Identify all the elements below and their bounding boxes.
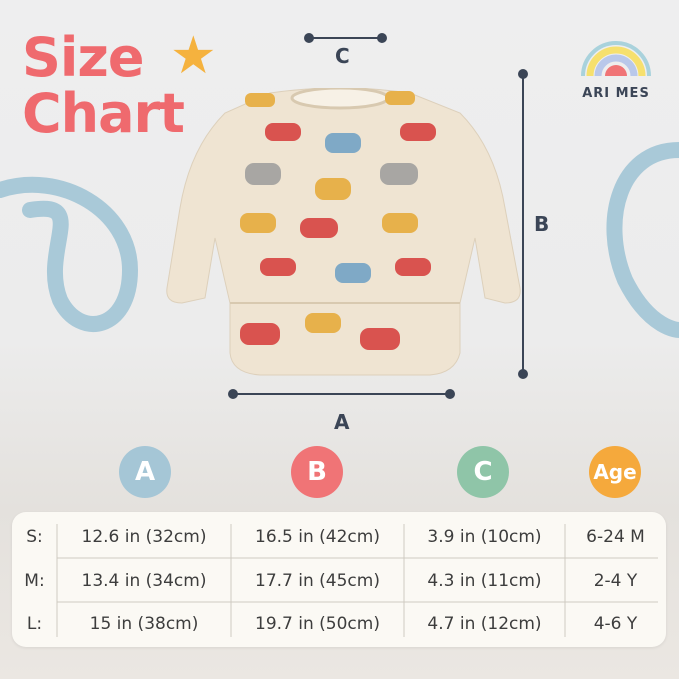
column-a-badge: A [119,446,171,498]
bib-garment-image [166,88,521,376]
title-line1: Size [22,26,144,89]
table-row: M: 13.4 in (34cm) 17.7 in (45cm) 4.3 in … [12,558,666,603]
right-swirl [606,142,679,338]
dimension-b-label: B [534,212,550,236]
cell-age: 2-4 Y [593,570,638,591]
column-age-badge: Age [589,446,641,498]
table-row: S: 12.6 in (32cm) 16.5 in (42cm) 3.9 in … [12,514,666,559]
column-b-badge: B [291,446,343,498]
size-label: L: [26,613,43,634]
star-icon: ★ [170,26,217,86]
cell-a: 15 in (38cm) [89,613,199,634]
dimension-a-label: A [334,410,350,434]
table-row: L: 15 in (38cm) 19.7 in (50cm) 4.7 in (1… [12,601,666,646]
title-line2: Chart [22,82,185,145]
column-c-badge: C [457,446,509,498]
page-title: Size Chart [22,26,185,145]
cell-c: 3.9 in (10cm) [427,526,542,547]
cell-a: 13.4 in (34cm) [81,570,207,591]
size-label: M: [24,570,45,591]
size-label: S: [26,526,43,547]
brand-name: ARI MES [582,86,650,101]
cell-b: 16.5 in (42cm) [255,526,380,547]
cell-c: 4.3 in (11cm) [427,570,542,591]
cell-age: 4-6 Y [593,613,638,634]
rainbow-logo-icon [581,41,651,77]
size-table: S: 12.6 in (32cm) 16.5 in (42cm) 3.9 in … [12,512,666,647]
cell-b: 19.7 in (50cm) [255,613,380,634]
dimension-c-label: C [335,44,350,68]
cell-age: 6-24 M [586,526,645,547]
cell-c: 4.7 in (12cm) [427,613,542,634]
left-swirl [0,176,139,332]
cell-b: 17.7 in (45cm) [255,570,380,591]
table-grid [56,524,658,637]
cell-a: 12.6 in (32cm) [81,526,207,547]
